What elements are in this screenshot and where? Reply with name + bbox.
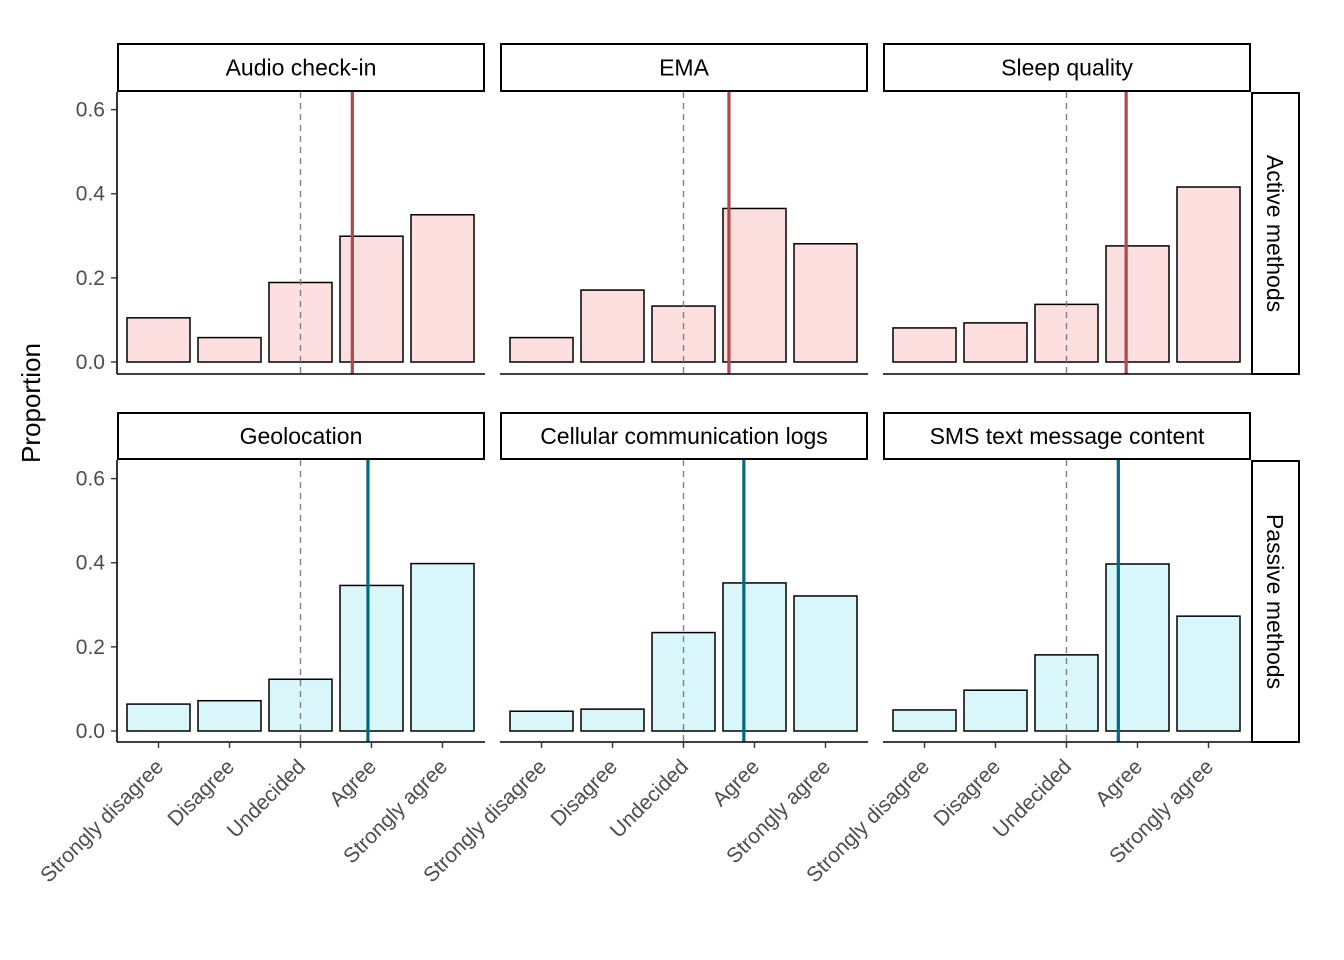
bar-strongly-agree: [1176, 615, 1241, 732]
y-tick-label: 0.4: [76, 183, 106, 206]
panel-title: Cellular communication logs: [540, 423, 828, 449]
x-tick-label: Agree: [325, 755, 381, 811]
x-tick-label: Undecided: [223, 755, 310, 842]
bar-agree: [722, 582, 787, 732]
row-strip-box: [1251, 92, 1300, 375]
bar-agree: [339, 584, 404, 732]
panel-title-strip: [883, 43, 1251, 92]
bar-strongly-disagree: [126, 703, 191, 732]
bar-strongly-disagree: [509, 336, 574, 363]
bar-disagree: [580, 708, 645, 732]
bar-disagree: [963, 322, 1028, 363]
panel-title-strip: [500, 43, 868, 92]
bar-disagree: [580, 289, 645, 363]
x-tick-label: Disagree: [929, 755, 1005, 831]
panel-4: Geolocation 0.0 0.2 0.4 0.6 Strongly disagree…: [36, 412, 485, 887]
panel-title-strip: [500, 412, 868, 460]
bar-disagree: [197, 336, 262, 363]
bar-disagree: [963, 689, 1028, 732]
bar-strongly-agree: [410, 214, 475, 363]
panel-title: SMS text message content: [930, 423, 1205, 449]
panel-title: EMA: [659, 55, 710, 81]
x-tick-label: Strongly disagree: [36, 755, 168, 887]
row-facet-strip-2: Passive methods: [1251, 460, 1300, 743]
bar-agree: [1105, 245, 1170, 363]
bar-strongly-agree: [793, 595, 858, 732]
bar-strongly-disagree: [892, 327, 957, 363]
y-tick-label: 0.6: [76, 99, 105, 122]
panels-group: Audio check-in 0.0 0.2 0.4 0.6 EMA Sleep quali…: [36, 43, 1300, 887]
panel-3: Sleep quality: [883, 43, 1251, 375]
y-tick-label: 0.6: [76, 468, 105, 491]
bar-agree: [339, 235, 404, 363]
bar-agree: [722, 207, 787, 363]
y-tick-label: 0.4: [76, 552, 106, 575]
panel-title-strip: [883, 412, 1251, 460]
panel-1: Audio check-in 0.0 0.2 0.4 0.6: [76, 43, 485, 375]
x-tick-label: Disagree: [546, 755, 622, 831]
panel-2: EMA: [500, 43, 868, 375]
x-tick-label: Disagree: [163, 755, 239, 831]
panel-title-strip: [117, 412, 485, 460]
x-tick-label: Agree: [1091, 755, 1147, 811]
x-tick-label: Agree: [708, 755, 764, 811]
row-strip-label: Passive methods: [1262, 514, 1288, 689]
row-strip-box: [1251, 460, 1300, 743]
y-tick-label: 0.2: [76, 267, 105, 290]
panel-title: Audio check-in: [226, 55, 377, 81]
panel-title-strip: [117, 43, 485, 92]
y-axis-label: Proportion: [16, 343, 46, 463]
y-tick-label: 0.0: [76, 351, 105, 374]
bar-strongly-agree: [410, 562, 475, 732]
panel-title: Geolocation: [240, 423, 363, 449]
bar-strongly-disagree: [126, 317, 191, 363]
bar-strongly-disagree: [509, 710, 574, 732]
x-tick-label: Undecided: [606, 755, 693, 842]
y-tick-label: 0.0: [76, 720, 105, 743]
bar-strongly-agree: [1176, 186, 1241, 363]
bar-strongly-agree: [793, 243, 858, 363]
row-strip-label: Active methods: [1262, 155, 1288, 312]
panel-title: Sleep quality: [1001, 55, 1133, 81]
bar-disagree: [197, 699, 262, 732]
row-facet-strip-1: Active methods: [1251, 92, 1300, 375]
bar-strongly-disagree: [892, 709, 957, 732]
x-tick-label: Undecided: [989, 755, 1076, 842]
bar-agree: [1105, 563, 1170, 732]
y-tick-label: 0.2: [76, 636, 105, 659]
